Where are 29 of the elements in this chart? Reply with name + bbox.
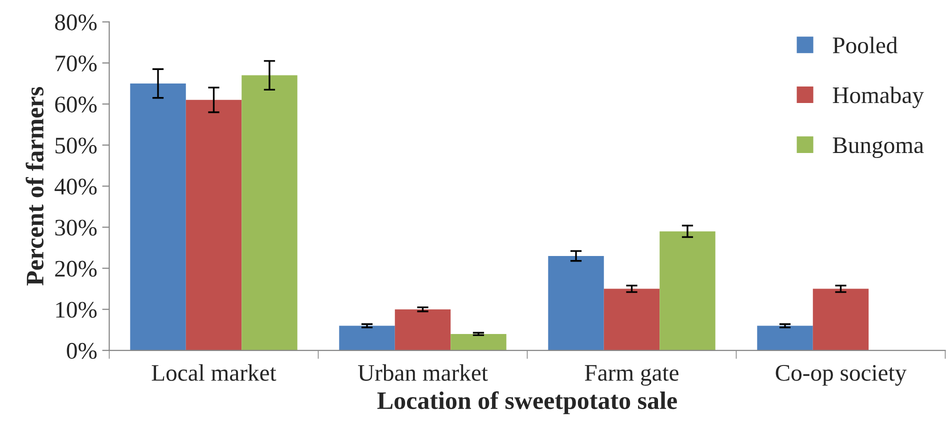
y-tick-label: 70% (56, 55, 97, 72)
bar (242, 75, 298, 350)
y-tick-label: 0% (66, 342, 97, 359)
legend-label: Bungoma (832, 137, 924, 158)
y-tick-label: 80% (55, 14, 97, 30)
bar (130, 83, 186, 350)
bar (186, 100, 242, 350)
x-tick-label: Urban market (358, 364, 488, 381)
y-tick-label: 60% (55, 96, 97, 113)
bar (757, 326, 813, 350)
bar (450, 334, 506, 350)
bar (394, 309, 451, 350)
bar (548, 256, 604, 350)
y-tick-label: 10% (56, 302, 97, 318)
y-tick-label: 40% (54, 178, 97, 195)
bar (660, 231, 716, 350)
x-axis-title: Location of sweetpotato sale (377, 391, 677, 414)
bar (339, 326, 395, 350)
x-tick-label: Farm gate (584, 365, 678, 386)
bar (604, 288, 660, 350)
x-tick-label: Co-op society (776, 364, 907, 386)
y-tick-label: 50% (56, 138, 97, 154)
legend-label: Homabay (832, 86, 924, 108)
x-tick-label: Local market (152, 364, 276, 381)
legend-label: Pooled (832, 36, 898, 54)
y-tick-label: 20% (55, 260, 97, 277)
y-axis-title: Percent of farmers (26, 87, 44, 286)
bar (812, 288, 869, 350)
y-tick-label: 30% (55, 220, 97, 236)
